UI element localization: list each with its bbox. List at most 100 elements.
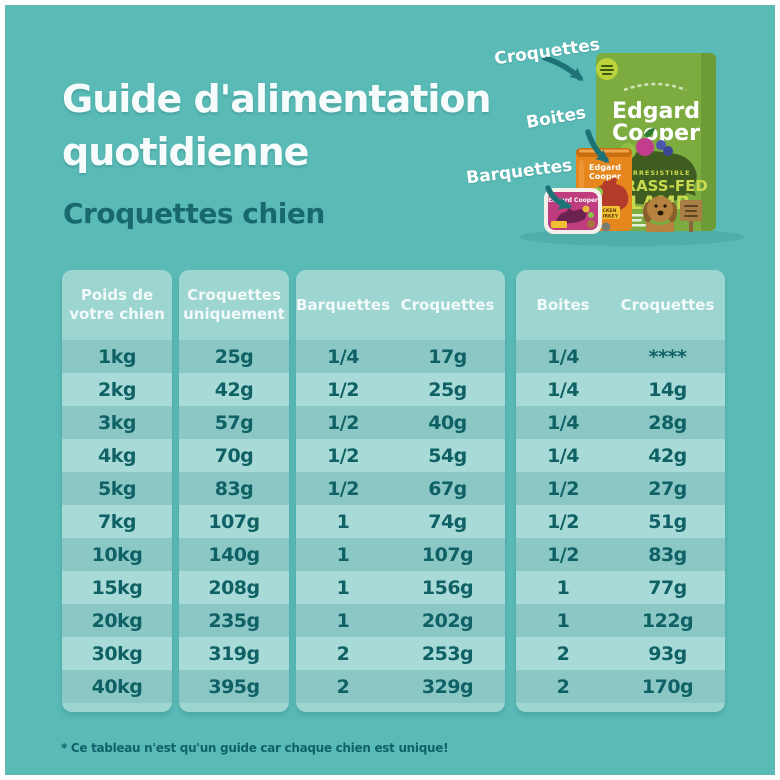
cell-weight: 30kg	[91, 642, 143, 665]
arrow-icon-barquettes	[545, 185, 573, 210]
table-row: 20kg	[62, 604, 172, 637]
header-text: Croquettes	[400, 295, 495, 314]
can-brand-line1: Edgard	[589, 163, 621, 172]
cell-weight: 20kg	[91, 609, 143, 632]
table-row: 1/4 ****	[516, 340, 725, 373]
cell-trays: 2	[336, 642, 350, 665]
cell-cans: 1/4	[547, 411, 579, 434]
kibble-bag: Edgard Cooper IRRESISTIBLE GRASS-FED LAM…	[596, 53, 716, 232]
table-row: 40kg	[62, 670, 172, 703]
table-row: 235g	[179, 604, 289, 637]
bag-tagline: IRRESISTIBLE	[629, 169, 690, 177]
cell-kibble_only: 25g	[214, 345, 254, 368]
panel-cans: Boites Croquettes 1/4 **** 1/4 14g 1/4 28g 1/4…	[516, 270, 725, 712]
cell-cans: 1/2	[547, 510, 579, 533]
header-text: Croquettes	[620, 295, 715, 314]
can-brand-line2: Cooper	[589, 172, 621, 181]
cell-cans: 1	[556, 576, 570, 599]
page-title-line2: quotidienne	[62, 130, 309, 174]
cell-kibble_only: 70g	[214, 444, 254, 467]
table-row: 10kg	[62, 538, 172, 571]
cell-kibble_only: 208g	[208, 576, 260, 599]
cell-cans: 1	[556, 609, 570, 632]
table-row: 107g	[179, 505, 289, 538]
table-row: 2 170g	[516, 670, 725, 703]
panel-kibble-only-rows: 25g 42g 57g 70g 83g 107g 140g 208g 235g 319g 395g	[179, 340, 289, 703]
table-row: 2 93g	[516, 637, 725, 670]
table-row: 208g	[179, 571, 289, 604]
cell-trays_kibble: 156g	[421, 576, 474, 599]
table-row: 1/2 27g	[516, 472, 725, 505]
cell-trays_kibble: 54g	[428, 444, 467, 467]
bag-brand-line2: Cooper	[612, 121, 700, 146]
cell-weight: 40kg	[91, 675, 143, 698]
panel-cans-rows: 1/4 **** 1/4 14g 1/4 28g 1/4 42g 1/2 27g 1/2 51g 1/2…	[516, 340, 725, 703]
table-row: 1/2 83g	[516, 538, 725, 571]
tray-brand: Edgard Cooper	[548, 197, 598, 204]
table-row: 5kg	[62, 472, 172, 505]
tray-dog-illustration	[556, 208, 587, 224]
cell-weight: 2kg	[98, 378, 136, 401]
fruit-icon	[588, 212, 594, 218]
table-row: 2kg	[62, 373, 172, 406]
table-row: 83g	[179, 472, 289, 505]
header-text: Boites	[536, 295, 590, 314]
table-row: 30kg	[62, 637, 172, 670]
cell-kibble_only: 140g	[208, 543, 260, 566]
cell-weight: 15kg	[91, 576, 143, 599]
table-row: 70g	[179, 439, 289, 472]
table-row: 1/4 28g	[516, 406, 725, 439]
berry-icon	[656, 140, 666, 150]
panel-weight: Poids de votre chien 1kg 2kg 3kg 4kg 5kg 7kg 1…	[62, 270, 172, 712]
cell-kibble_only: 395g	[208, 675, 260, 698]
cell-kibble_only: 319g	[208, 642, 260, 665]
table-row: 395g	[179, 670, 289, 703]
panel-trays: Barquettes Croquettes 1/4 17g 1/2 25g 1/2 40g…	[296, 270, 505, 712]
leaf-icon	[644, 128, 655, 138]
cell-trays: 1/2	[327, 378, 359, 401]
tray-flavor-tag	[551, 221, 567, 228]
table-row: 1 74g	[296, 505, 505, 538]
cell-weight: 3kg	[98, 411, 136, 434]
table-row: 319g	[179, 637, 289, 670]
arrow-icon-croquettes	[542, 55, 584, 82]
header-text: Poids de	[80, 286, 154, 304]
cell-cans: 2	[556, 642, 570, 665]
cell-trays: 1/4	[327, 345, 359, 368]
page-title-line1: Guide d'alimentation	[62, 77, 492, 121]
feeding-table: Poids de votre chien 1kg 2kg 3kg 4kg 5kg 7kg 1…	[62, 270, 725, 712]
cell-trays: 2	[336, 675, 350, 698]
cell-cans_kibble: 51g	[648, 510, 687, 533]
cell-trays_kibble: 329g	[421, 675, 474, 698]
cell-cans_kibble: 93g	[648, 642, 687, 665]
page-title: Guide d'alimentation quotidienne	[62, 73, 492, 179]
cell-trays_kibble: 202g	[421, 609, 474, 632]
cell-trays_kibble: 107g	[421, 543, 474, 566]
cell-trays_kibble: 67g	[428, 477, 467, 500]
table-row: 1 107g	[296, 538, 505, 571]
table-row: 1/2 67g	[296, 472, 505, 505]
cell-trays: 1/2	[327, 477, 359, 500]
table-row: 15kg	[62, 571, 172, 604]
cell-cans_kibble: 28g	[648, 411, 687, 434]
cell-trays: 1	[336, 510, 350, 533]
cell-kibble_only: 83g	[214, 477, 254, 500]
cell-trays: 1	[336, 609, 350, 632]
bag-product-line1: GRASS-FED	[612, 177, 708, 195]
cell-trays: 1/2	[327, 444, 359, 467]
header-text: Barquettes	[296, 295, 391, 314]
wooden-sign	[680, 200, 702, 232]
cell-cans_kibble: 122g	[641, 609, 694, 632]
bag-arc-text-decor	[623, 82, 687, 92]
table-row: 25g	[179, 340, 289, 373]
bag-brand-line1: Edgard	[612, 99, 700, 124]
panel-cans-header: Boites Croquettes	[516, 270, 725, 340]
cell-trays: 1	[336, 576, 350, 599]
cell-kibble_only: 57g	[214, 411, 254, 434]
table-row: 1/2 40g	[296, 406, 505, 439]
cell-cans: 1/4	[547, 378, 579, 401]
table-row: 140g	[179, 538, 289, 571]
cell-cans_kibble: 77g	[648, 576, 687, 599]
cell-cans_kibble: 14g	[648, 378, 687, 401]
cell-trays_kibble: 74g	[428, 510, 467, 533]
